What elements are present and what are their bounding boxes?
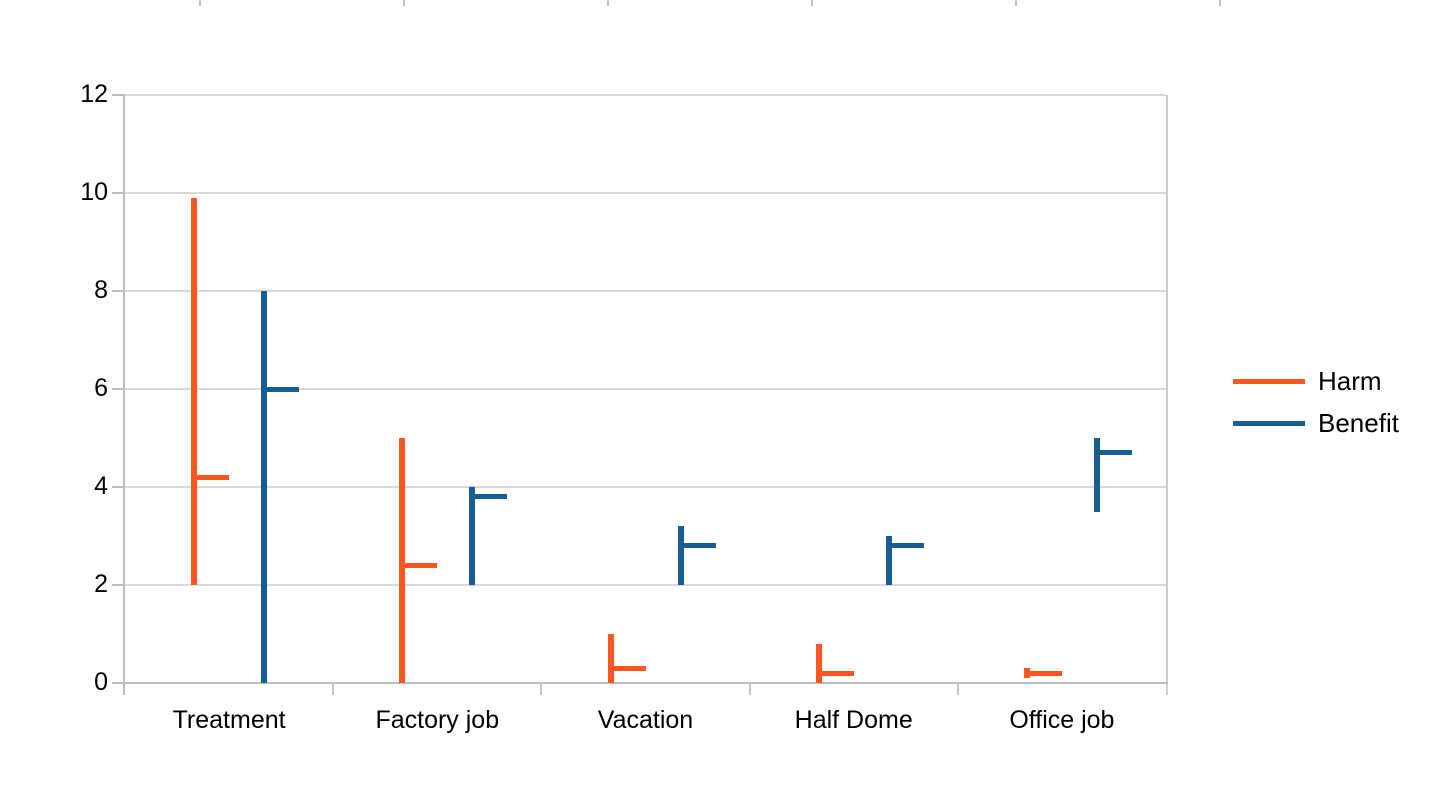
y-axis-tick [112, 192, 125, 194]
harm-range-line-treatment [191, 197, 198, 585]
top-edge-tick [1219, 0, 1221, 6]
benefit-close-tick-factory-job [469, 494, 508, 500]
y-axis-tick [112, 486, 125, 488]
harm-close-tick-half-dome [815, 670, 854, 676]
x-axis-line [123, 682, 1168, 684]
y-axis-tick [112, 290, 125, 292]
benefit-range-line-factory-job [469, 487, 476, 585]
top-edge-tick [199, 0, 201, 6]
y-axis-line [123, 95, 125, 695]
category-label-office-job: Office job [1009, 706, 1115, 734]
y-gridline [125, 94, 1166, 96]
benefit-close-tick-half-dome [885, 543, 924, 549]
top-edge-tick [607, 0, 609, 6]
chart-legend: Harm Benefit [1233, 360, 1399, 444]
harm-close-tick-vacation [607, 665, 646, 671]
top-edge-tick [1015, 0, 1017, 6]
y-axis-label: 8 [94, 276, 108, 304]
category-label-vacation: Vacation [597, 706, 694, 734]
benefit-range-line-treatment [261, 291, 268, 683]
y-axis-label: 12 [80, 80, 108, 108]
y-axis-label: 2 [94, 570, 108, 598]
y-gridline [125, 486, 1166, 488]
y-gridline [125, 290, 1166, 292]
plot-right-border [1166, 95, 1168, 695]
legend-swatch-harm [1233, 378, 1305, 384]
benefit-close-tick-treatment [261, 386, 300, 392]
y-gridline [125, 584, 1166, 586]
x-axis-tick [540, 683, 543, 695]
y-axis-tick [112, 94, 125, 96]
top-edge-tick [403, 0, 405, 6]
y-gridline [125, 388, 1166, 390]
y-axis-tick [112, 388, 125, 390]
harm-close-tick-office-job [1023, 670, 1062, 676]
legend-label-benefit: Benefit [1318, 408, 1399, 438]
y-gridline [125, 192, 1166, 194]
harm-close-tick-factory-job [399, 562, 438, 568]
harm-range-line-half-dome [815, 643, 822, 683]
y-axis-tick [112, 682, 125, 684]
legend-label-harm: Harm [1318, 366, 1382, 396]
legend-swatch-benefit [1233, 420, 1305, 426]
harm-range-line-vacation [607, 634, 614, 683]
y-axis-label: 10 [80, 178, 108, 206]
top-edge-tick [811, 0, 813, 6]
x-axis-tick [332, 683, 335, 695]
y-axis-tick [112, 584, 125, 586]
benefit-range-line-half-dome [885, 536, 892, 585]
y-axis-label: 6 [94, 374, 108, 402]
benefit-range-line-office-job [1093, 438, 1100, 512]
y-axis-label: 0 [94, 668, 108, 696]
x-axis-tick [956, 683, 959, 695]
category-label-treatment: Treatment [172, 706, 286, 734]
benefit-close-tick-vacation [677, 543, 716, 549]
harm-range-line-factory-job [399, 438, 406, 683]
category-label-half-dome: Half Dome [794, 706, 913, 734]
category-label-factory-job: Factory job [375, 706, 500, 734]
legend-item-harm: Harm [1233, 360, 1399, 402]
x-axis-tick [748, 683, 751, 695]
harm-close-tick-treatment [191, 474, 230, 480]
benefit-range-line-vacation [677, 526, 684, 585]
benefit-close-tick-office-job [1093, 450, 1132, 456]
y-axis-label: 4 [94, 472, 108, 500]
legend-item-benefit: Benefit [1233, 402, 1399, 444]
